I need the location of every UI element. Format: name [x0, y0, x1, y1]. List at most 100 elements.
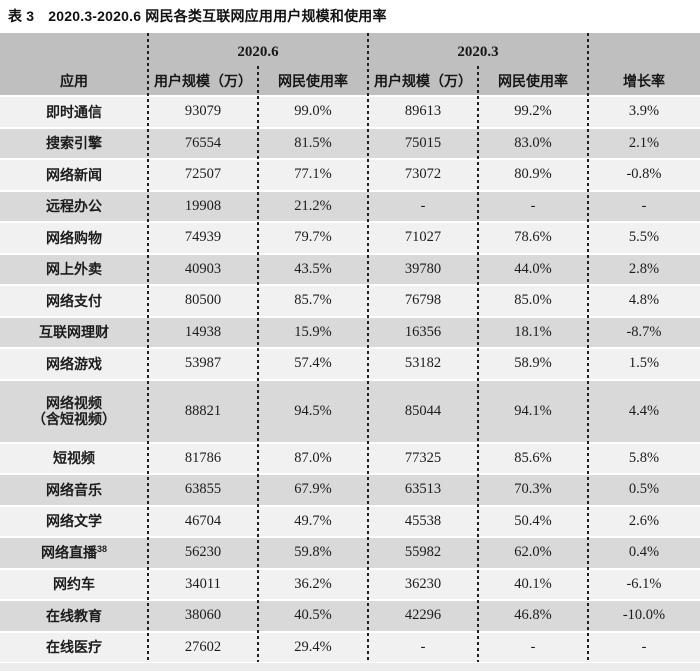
- user-scale-2020-6-cell: 19908: [184, 197, 222, 214]
- usage-rate-2020-3-cell: 40.1%: [514, 575, 552, 592]
- app-name: 网上外卖: [46, 261, 102, 278]
- growth-rate-cell: 4.8%: [628, 292, 660, 309]
- usage-rate-2020-3-cell: 50.4%: [514, 512, 552, 529]
- app-name-cell: 在线医疗: [0, 639, 148, 655]
- user-scale-2020-3-cell: 55982: [404, 544, 442, 561]
- table-row: 即时通信 93079 99.0% 89613 99.2% 3.9%: [0, 97, 700, 127]
- table-title: 表 3 2020.3-2020.6 网民各类互联网应用用户规模和使用率: [8, 6, 387, 26]
- table-row: 网络支付 80500 85.7% 76798 85.0% 4.8%: [0, 286, 700, 316]
- table-row: 网络直播38 56230 59.8% 55982 62.0% 0.4%: [0, 538, 700, 568]
- app-name-cell: 网络音乐: [0, 482, 148, 498]
- app-name-cell: 远程办公: [0, 198, 148, 214]
- header-year-2020-6: 2020.6: [237, 44, 279, 60]
- user-scale-2020-6-cell: 46704: [184, 512, 222, 529]
- user-scale-2020-3-cell: 36230: [404, 575, 442, 592]
- column-divider-dashed: [147, 33, 149, 662]
- user-scale-2020-6-cell: 40903: [184, 260, 222, 277]
- user-scale-2020-3-cell: -: [420, 638, 426, 655]
- user-scale-2020-6-cell: 34011: [185, 575, 221, 592]
- header-usage-rate-2020-6: 网民使用率: [278, 72, 348, 89]
- table-row: 远程办公 19908 21.2% - - -: [0, 191, 700, 221]
- table-row: 网络游戏 53987 57.4% 53182 58.9% 1.5%: [0, 349, 700, 379]
- usage-rate-2020-6-cell: 40.5%: [294, 607, 332, 624]
- usage-rate-2020-6-cell: 85.7%: [294, 292, 332, 309]
- usage-rate-2020-3-cell: -: [530, 638, 536, 655]
- usage-rate-2020-3-cell: 85.6%: [514, 449, 552, 466]
- table-title-text: 2020.3-2020.6 网民各类互联网应用用户规模和使用率: [48, 8, 387, 24]
- usage-rate-2020-3-cell: 99.2%: [514, 103, 552, 120]
- header-user-scale-2020-3: 用户规模（万）: [374, 72, 472, 89]
- column-divider-dashed: [367, 33, 369, 662]
- growth-rate-cell: -: [641, 638, 647, 655]
- growth-rate-cell: 3.9%: [628, 103, 660, 120]
- usage-rate-2020-3-cell: 94.1%: [514, 402, 552, 419]
- user-scale-2020-3-cell: 76798: [404, 292, 442, 309]
- header-app: 应用: [60, 72, 88, 89]
- usage-rate-2020-6-cell: 43.5%: [294, 260, 332, 277]
- growth-rate-cell: -0.8%: [626, 166, 662, 183]
- user-scale-2020-3-cell: 16356: [404, 323, 442, 340]
- column-divider-dashed: [477, 66, 479, 662]
- user-scale-2020-3-cell: 75015: [404, 134, 442, 151]
- app-name-cell: 在线教育: [0, 608, 148, 624]
- growth-rate-cell: 2.1%: [628, 134, 660, 151]
- usage-rate-2020-3-cell: 85.0%: [514, 292, 552, 309]
- growth-rate-cell: 2.8%: [628, 260, 660, 277]
- usage-rate-2020-3-cell: 62.0%: [514, 544, 552, 561]
- table-row: 在线教育 38060 40.5% 42296 46.8% -10.0%: [0, 601, 700, 631]
- user-scale-2020-6-cell: 88821: [184, 402, 222, 419]
- table-row: 网络新闻 72507 77.1% 73072 80.9% -0.8%: [0, 160, 700, 190]
- usage-rate-2020-6-cell: 67.9%: [294, 481, 332, 498]
- table-number: 表 3: [8, 8, 35, 24]
- growth-rate-cell: 2.6%: [628, 512, 660, 529]
- usage-rate-2020-6-cell: 77.1%: [294, 166, 332, 183]
- app-name: 网络音乐: [46, 481, 102, 498]
- data-table: 2020.6 2020.3 应用 用户规模（万） 网民使用率 用户规模（万） 网…: [0, 33, 700, 671]
- usage-rate-2020-3-cell: 44.0%: [514, 260, 552, 277]
- growth-rate-cell: -10.0%: [622, 607, 666, 624]
- growth-rate-cell: -8.7%: [626, 323, 662, 340]
- table-row: 网络音乐 63855 67.9% 63513 70.3% 0.5%: [0, 475, 700, 505]
- growth-rate-cell: 0.4%: [628, 544, 660, 561]
- user-scale-2020-6-cell: 74939: [184, 229, 222, 246]
- header-column-row: 应用 用户规模（万） 网民使用率 用户规模（万） 网民使用率 增长率: [0, 66, 700, 95]
- partial-next-row: [0, 663, 700, 671]
- app-name-cell: 网络新闻: [0, 167, 148, 183]
- usage-rate-2020-6-cell: 59.8%: [294, 544, 332, 561]
- user-scale-2020-6-cell: 93079: [184, 103, 222, 120]
- usage-rate-2020-3-cell: 18.1%: [514, 323, 552, 340]
- app-name: 远程办公: [46, 198, 102, 215]
- user-scale-2020-3-cell: 42296: [404, 607, 442, 624]
- app-name: 网络直播: [40, 545, 97, 562]
- user-scale-2020-3-cell: 63513: [404, 481, 442, 498]
- table-row: 网络购物 74939 79.7% 71027 78.6% 5.5%: [0, 223, 700, 253]
- usage-rate-2020-3-cell: 80.9%: [514, 166, 552, 183]
- app-name-cell: 网络视频 （含短视频）: [0, 395, 148, 427]
- app-name: 网络文学: [46, 513, 102, 530]
- header-usage-rate-2020-3: 网民使用率: [498, 72, 568, 89]
- user-scale-2020-6-cell: 63855: [184, 481, 222, 498]
- app-name-cell: 网络游戏: [0, 356, 148, 372]
- user-scale-2020-6-cell: 80500: [184, 292, 222, 309]
- usage-rate-2020-6-cell: 15.9%: [294, 323, 332, 340]
- user-scale-2020-6-cell: 27602: [184, 638, 222, 655]
- app-name: 在线教育: [46, 607, 102, 624]
- app-name-cell: 网约车: [0, 576, 148, 592]
- usage-rate-2020-6-cell: 79.7%: [294, 229, 332, 246]
- app-name: 网络购物: [46, 229, 102, 246]
- app-name: 即时通信: [46, 103, 102, 120]
- column-divider-dashed: [587, 33, 589, 662]
- user-scale-2020-3-cell: 73072: [404, 166, 442, 183]
- app-name-cell: 网络支付: [0, 293, 148, 309]
- usage-rate-2020-3-cell: 58.9%: [514, 355, 552, 372]
- header-growth-rate: 增长率: [623, 72, 665, 89]
- table-row: 网络视频 （含短视频） 88821 94.5% 85044 94.1% 4.4%: [0, 380, 700, 442]
- usage-rate-2020-3-cell: -: [530, 197, 536, 214]
- app-name-cell: 短视频: [0, 450, 148, 466]
- user-scale-2020-3-cell: 89613: [404, 103, 442, 120]
- column-divider-dashed: [257, 66, 259, 662]
- growth-rate-cell: 1.5%: [628, 355, 660, 372]
- user-scale-2020-3-cell: 77325: [404, 449, 442, 466]
- footnote-ref: 38: [96, 544, 107, 555]
- app-name: 网络支付: [46, 292, 102, 309]
